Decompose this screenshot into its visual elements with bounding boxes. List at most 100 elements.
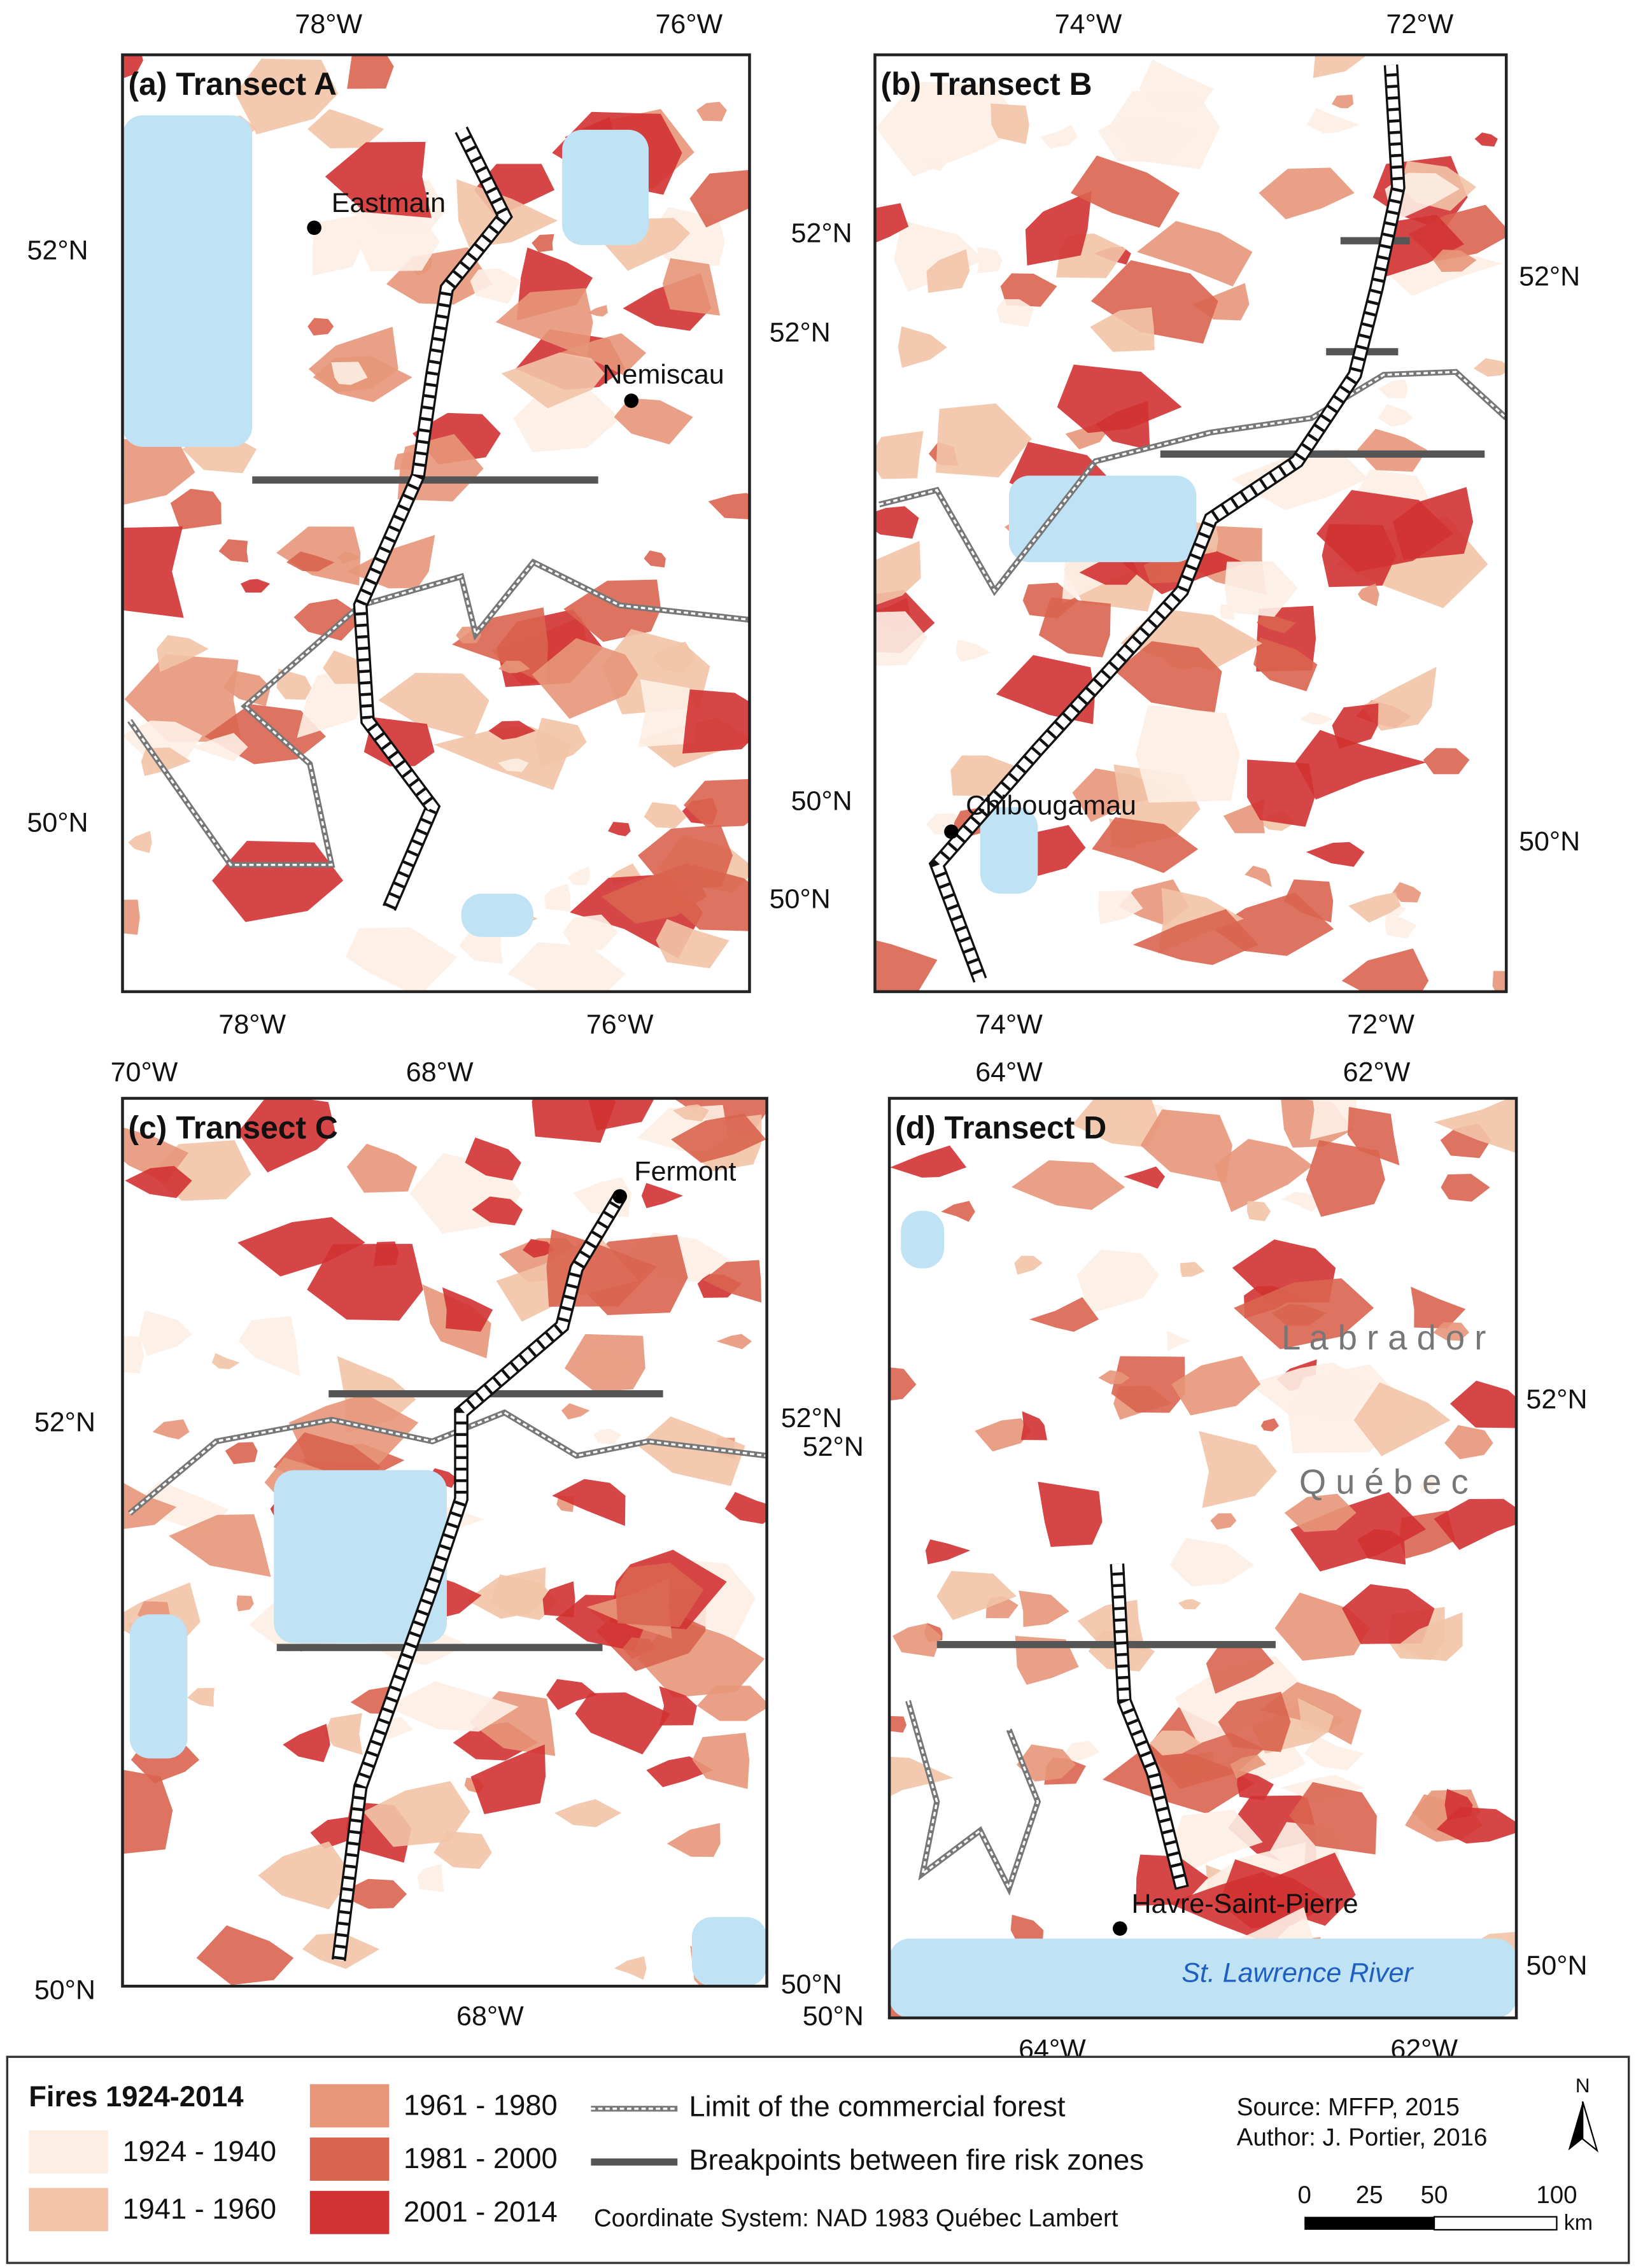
fire-patch (1090, 307, 1155, 352)
fire-patch (692, 1733, 750, 1789)
fire-patch (608, 822, 631, 836)
fire-patch (122, 899, 140, 935)
fire-patch (697, 1685, 767, 1721)
fire-patch (1361, 666, 1437, 731)
fire-patch (1247, 759, 1315, 827)
scale-bar-white (1433, 2216, 1558, 2231)
region-label: Q u é b e c (1299, 1463, 1469, 1502)
fire-patch (1444, 1425, 1493, 1460)
fire-patch (1020, 1411, 1048, 1440)
legend-label: 1924 - 1940 (122, 2135, 276, 2167)
fire-patch (666, 1822, 721, 1857)
place-dot (612, 1189, 627, 1204)
coordinate-label: 78°W (295, 9, 362, 39)
fire-patch (122, 1336, 145, 1374)
fire-patch (187, 1687, 215, 1707)
fire-patch (671, 1113, 766, 1163)
fire-patch (875, 506, 919, 539)
fire-patch (1231, 448, 1369, 511)
fire-patch (941, 1201, 975, 1222)
coordinate-label: 62°W (1343, 1057, 1411, 1087)
map-panel (122, 1098, 767, 1987)
fire-patch (297, 667, 367, 738)
legend: Fires 1924-2014 1924 - 1940 1941 - 1960 196… (6, 2055, 1630, 2264)
fire-patch (1095, 400, 1150, 450)
fire-patch (417, 1864, 444, 1892)
fire-patch (1322, 524, 1397, 588)
fire-patch (532, 234, 554, 253)
fire-patch (1140, 1109, 1232, 1183)
fire-patch (546, 1679, 598, 1710)
fire-patch (122, 438, 195, 505)
fire-patch (434, 726, 572, 791)
fire-patch (1098, 891, 1143, 924)
fire-patch (1234, 1278, 1374, 1349)
fire-patch (925, 1539, 971, 1565)
fire-patch (1092, 817, 1199, 873)
coordinate-label: 68°W (406, 1057, 474, 1087)
fire-patch (1038, 597, 1111, 658)
fire-patch (614, 398, 693, 445)
transect (334, 1194, 624, 1961)
fire-patch (1253, 637, 1318, 692)
fire-patch (614, 1956, 647, 1980)
fire-patch (622, 1637, 656, 1659)
fire-patch (346, 1143, 418, 1193)
fire-patch (1011, 1160, 1125, 1210)
fire-patch (1309, 1098, 1357, 1140)
fire-patch (875, 611, 927, 666)
fire-patch (276, 668, 312, 700)
transect (1111, 1563, 1187, 1890)
panel-title: (d) Transect D (895, 1109, 1106, 1145)
legend-swatch (29, 2188, 108, 2232)
fire-patch (1136, 1854, 1208, 1906)
fire-patch (564, 1334, 645, 1392)
fire-patch (644, 550, 666, 568)
fire-patch (1295, 729, 1427, 800)
fire-patch (554, 1799, 622, 1828)
fire-patch (1313, 55, 1366, 78)
fire-patch (1397, 1612, 1463, 1661)
water (562, 129, 649, 245)
fire-patch (1449, 1381, 1517, 1428)
fire-patch (875, 940, 938, 992)
fire-patch (212, 841, 344, 922)
fire-patch (1014, 1255, 1043, 1275)
fire-patch (1492, 971, 1507, 992)
place-dot (1113, 1921, 1127, 1936)
fire-patch (552, 1479, 626, 1526)
fire-patch (892, 1623, 941, 1658)
fire-patch (1248, 1362, 1374, 1423)
fire-patch (122, 526, 184, 618)
fire-patch (1297, 1698, 1334, 1733)
coordinate-label: 50°N (34, 1975, 95, 2006)
coordinate-label: 70°W (111, 1057, 178, 1087)
fire-patch (459, 928, 503, 964)
coordinate-label: 50°N (781, 1969, 842, 2000)
place-label: Fermont (634, 1157, 736, 1187)
north-arrow-right (1582, 2101, 1598, 2153)
fire-patch (1214, 1139, 1313, 1213)
fire-patch (1441, 1174, 1490, 1202)
coordinate-label: 64°W (975, 1057, 1043, 1087)
fire-patch (1299, 712, 1334, 725)
coordinate-label: 52°N (1519, 261, 1580, 292)
fire-patch (1172, 1809, 1263, 1880)
map-panel (122, 55, 750, 992)
fire-patch (563, 579, 661, 642)
fire-patch (1224, 561, 1298, 617)
fire-patch (875, 203, 909, 243)
fire-patch (1353, 1382, 1451, 1456)
place-label: Nemiscau (602, 359, 724, 390)
fire-patch (1432, 250, 1477, 272)
fire-patch (472, 1196, 523, 1225)
coordinate-label: 52°N (1526, 1384, 1587, 1414)
maps (121, 53, 1518, 2020)
fire-patch (337, 552, 361, 565)
fire-patch (889, 1715, 907, 1733)
commercial-forest-limit-inner (129, 1411, 767, 1514)
coordinate-label: 78°W (218, 1010, 286, 1040)
fire-patch (236, 1595, 254, 1612)
scale-label: 100 (1536, 2181, 1577, 2209)
fire-patch (1357, 428, 1427, 472)
